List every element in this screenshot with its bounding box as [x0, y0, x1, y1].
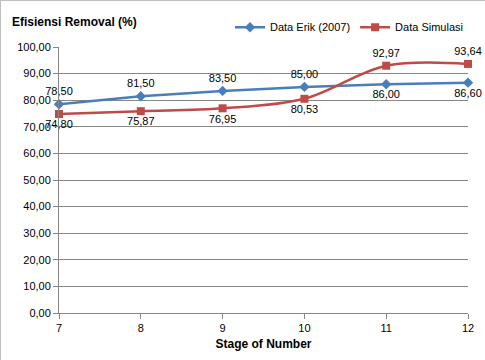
svg-text:11: 11 [380, 322, 391, 334]
svg-text:12: 12 [462, 322, 474, 334]
svg-text:100,00: 100,00 [17, 41, 51, 53]
svg-text:10,00: 10,00 [23, 280, 51, 292]
svg-text:Data Simulasi: Data Simulasi [395, 21, 463, 33]
svg-text:0,00: 0,00 [29, 307, 50, 319]
svg-text:86,00: 86,00 [372, 88, 400, 100]
svg-text:8: 8 [138, 322, 144, 334]
svg-text:86,60: 86,60 [454, 87, 482, 99]
svg-text:74,80: 74,80 [45, 118, 73, 130]
svg-text:93,64: 93,64 [454, 45, 482, 57]
svg-text:90,00: 90,00 [23, 67, 51, 79]
svg-text:9: 9 [220, 322, 226, 334]
svg-text:10: 10 [298, 322, 310, 334]
svg-text:30,00: 30,00 [23, 227, 51, 239]
svg-text:92,97: 92,97 [372, 47, 400, 59]
svg-text:76,95: 76,95 [209, 113, 237, 125]
svg-text:83,50: 83,50 [209, 72, 237, 84]
svg-text:78,50: 78,50 [45, 85, 73, 97]
svg-text:7: 7 [56, 322, 62, 334]
svg-text:75,87: 75,87 [127, 115, 155, 127]
svg-text:20,00: 20,00 [23, 254, 51, 266]
svg-text:81,50: 81,50 [127, 77, 155, 89]
svg-text:80,53: 80,53 [291, 103, 319, 115]
svg-text:50,00: 50,00 [23, 174, 51, 186]
svg-text:40,00: 40,00 [23, 200, 51, 212]
svg-text:70,00: 70,00 [23, 121, 51, 133]
svg-text:Stage of Number: Stage of Number [215, 337, 311, 351]
svg-text:Efisiensi Removal (%): Efisiensi Removal (%) [12, 15, 137, 29]
svg-text:Data Erik (2007): Data Erik (2007) [270, 21, 350, 33]
svg-text:60,00: 60,00 [23, 147, 51, 159]
svg-text:85,00: 85,00 [291, 68, 319, 80]
svg-text:80,00: 80,00 [23, 94, 51, 106]
